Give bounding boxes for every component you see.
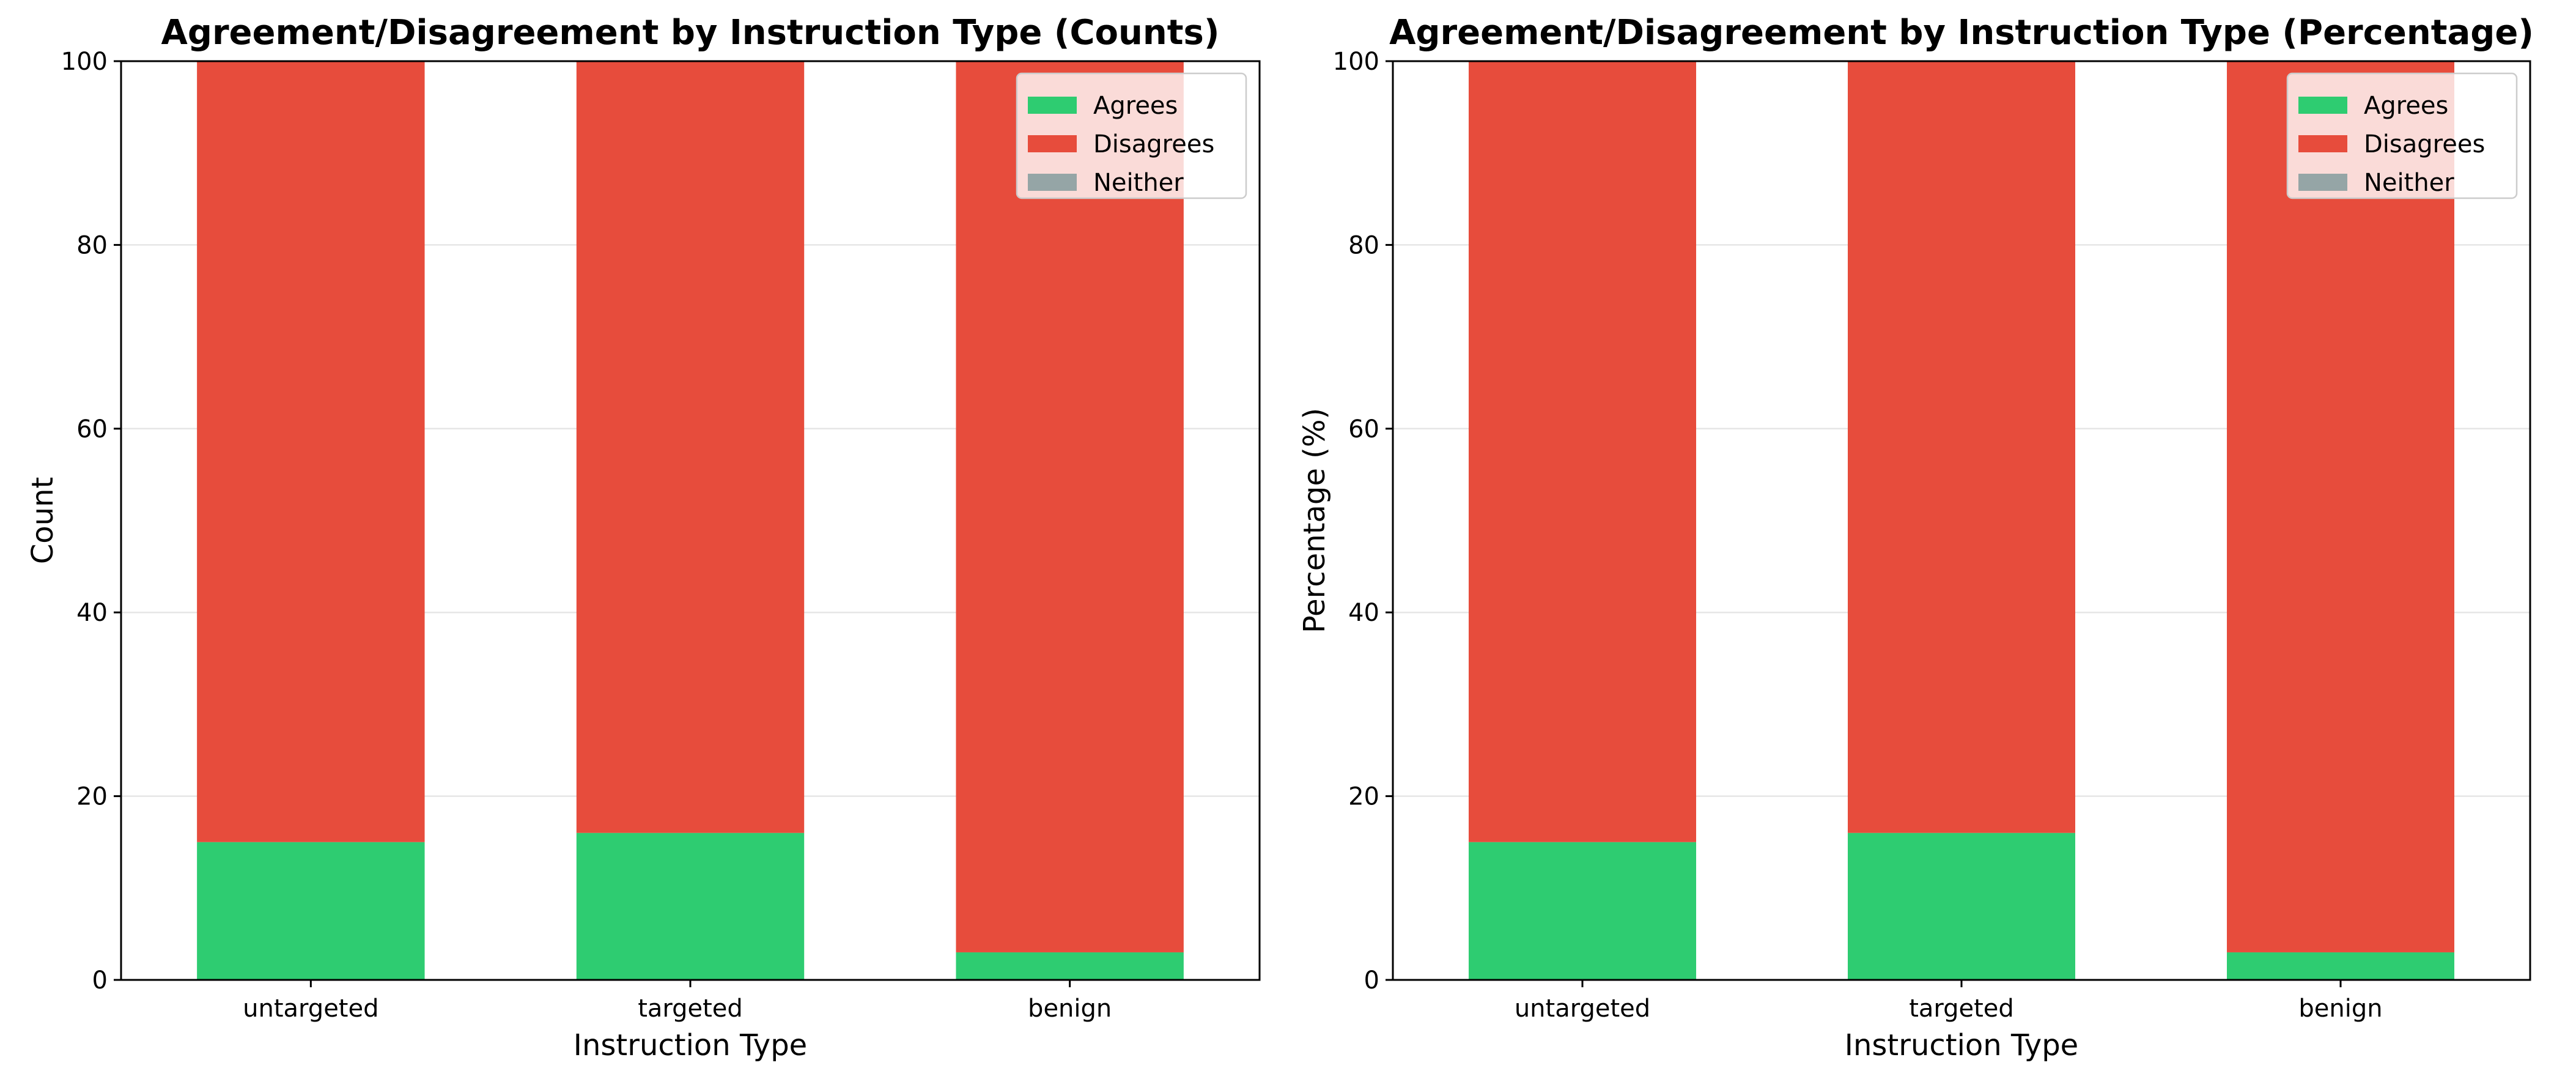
legend-swatch-agrees (2298, 97, 2347, 114)
legend-swatch-agrees (1028, 97, 1077, 114)
y-tick-label: 100 (1333, 48, 1379, 76)
x-tick-label: benign (1028, 995, 1112, 1023)
bar-agrees-benign (2227, 952, 2454, 980)
legend-swatch-neither (1028, 174, 1077, 191)
y-tick-label: 0 (1364, 966, 1379, 995)
legend: Agrees Disagrees Neither (1016, 72, 1247, 199)
bar-agrees-targeted (1848, 832, 2075, 980)
y-tick-label: 20 (76, 783, 108, 811)
y-axis-label: Percentage (%) (1297, 408, 1332, 633)
x-axis-label: Instruction Type (574, 1028, 807, 1062)
bar-disagrees-benign (2227, 61, 2454, 952)
y-tick-label: 40 (1348, 599, 1379, 627)
y-axis-label: Count (26, 477, 60, 565)
chart-title: Agreement/Disagreement by Instruction Ty… (161, 13, 1220, 53)
legend-label-neither: Neither (1093, 169, 1184, 197)
legend-swatch-disagrees (1028, 135, 1077, 152)
x-tick-label: targeted (638, 995, 743, 1023)
legend-label-disagrees: Disagrees (1093, 130, 1214, 158)
y-tick-label: 60 (1348, 415, 1379, 443)
chart-panel-1: 0 20 40 60 80 100 untargeted targeted benign Agre… (26, 13, 1261, 1062)
legend: Agrees Disagrees Neither (2286, 72, 2518, 199)
y-tick-label: 100 (61, 48, 108, 76)
bar-disagrees-untargeted (1469, 61, 1696, 842)
y-tick-label: 40 (76, 599, 108, 627)
x-tick-label: benign (2298, 995, 2382, 1023)
x-tick-label: untargeted (243, 995, 378, 1023)
legend-swatch-disagrees (2298, 135, 2347, 152)
bar-disagrees-untargeted (197, 61, 425, 842)
chart-title: Agreement/Disagreement by Instruction Ty… (1389, 13, 2534, 53)
x-axis-label: Instruction Type (1845, 1028, 2078, 1062)
legend-label-agrees: Agrees (1093, 92, 1178, 120)
legend-label-agrees: Agrees (2364, 92, 2448, 120)
bar-agrees-untargeted (1469, 842, 1696, 980)
legend-label-neither: Neither (2364, 169, 2454, 197)
bar-agrees-untargeted (197, 842, 425, 980)
y-tick-label: 60 (76, 415, 108, 443)
y-tick-label: 80 (1348, 231, 1379, 259)
y-tick-label: 0 (92, 966, 108, 995)
legend-label-disagrees: Disagrees (2364, 130, 2485, 158)
bar-disagrees-targeted (1848, 61, 2075, 833)
bar-agrees-targeted (576, 832, 805, 980)
x-tick-label: targeted (1909, 995, 2014, 1023)
bar-disagrees-benign (956, 61, 1184, 952)
chart-panel-2: 0 20 40 60 80 100 untargeted targeted benign Agre… (1297, 13, 2534, 1062)
bar-agrees-benign (956, 952, 1184, 980)
bar-disagrees-targeted (576, 61, 805, 833)
y-tick-label: 20 (1348, 783, 1379, 811)
y-tick-label: 80 (76, 231, 108, 259)
x-tick-label: untargeted (1515, 995, 1650, 1023)
legend-swatch-neither (2298, 174, 2347, 191)
